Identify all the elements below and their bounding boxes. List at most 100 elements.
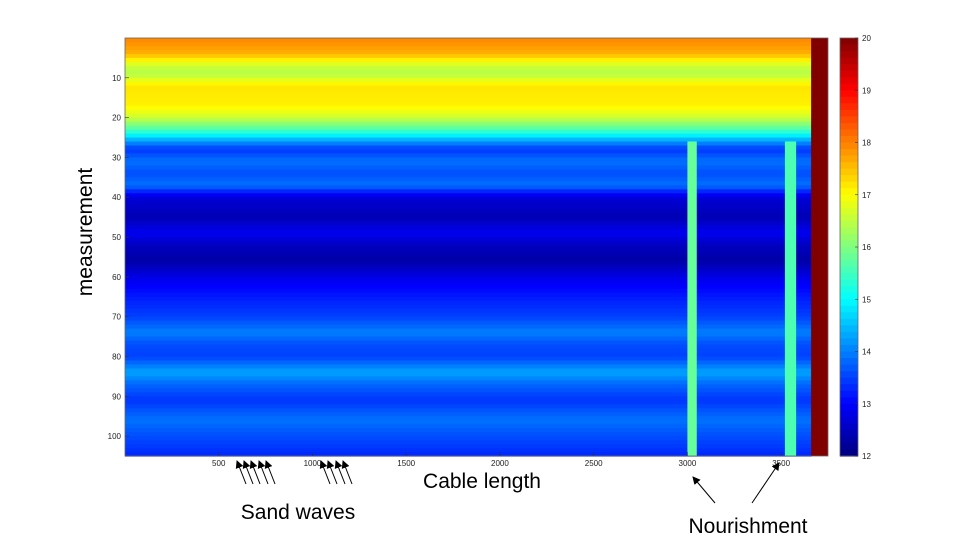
heatmap-row [125, 101, 812, 107]
heatmap-row [125, 57, 812, 63]
heatmap-row [125, 372, 812, 377]
heatmap-row [125, 448, 812, 453]
heatmap-row [125, 392, 812, 397]
colorbar-segment [840, 436, 858, 444]
x-tick-label: 1500 [397, 459, 415, 468]
colorbar-segment [840, 64, 858, 72]
y-tick-label: 100 [108, 432, 122, 441]
heatmap-row [125, 121, 812, 127]
colorbar-segment [840, 325, 858, 333]
colorbar-segment [840, 273, 858, 281]
heatmap-row [125, 73, 812, 79]
heatmap-row [125, 185, 812, 190]
colorbar-segment [840, 358, 858, 366]
heatmap-row [125, 161, 812, 166]
y-axis-label: measurement [74, 168, 97, 297]
colorbar-tick-label: 12 [862, 452, 871, 461]
x-axis-label: Cable length [423, 470, 541, 493]
colorbar-segment [840, 442, 858, 451]
colorbar-segment [840, 403, 858, 411]
sand-wave-arrow [242, 460, 254, 485]
colorbar-tick-label: 14 [862, 348, 871, 357]
heatmap-row [125, 97, 812, 103]
heatmap-row [125, 173, 812, 178]
colorbar-segment [840, 181, 858, 189]
heatmap-row [125, 356, 812, 362]
heatmap-row [125, 213, 812, 218]
heatmap-row [125, 336, 812, 342]
heatmap-row [125, 38, 812, 43]
colorbar-segment [840, 305, 858, 313]
heatmap-row [125, 292, 812, 298]
y-tick-label: 60 [112, 273, 121, 282]
heatmap-row [125, 153, 812, 159]
colorbar-segment [840, 390, 858, 398]
colorbar-segment [840, 266, 858, 274]
sand-wave-arrow [249, 460, 261, 485]
colorbar-tick-label: 18 [862, 139, 871, 148]
colorbar-ticks: 12 13 14 15 16 17 18 19 20 [855, 34, 871, 461]
colorbar-segment [840, 397, 858, 405]
heatmap-row [125, 181, 812, 186]
plot-frame [124, 37, 829, 457]
heatmap-row [125, 388, 812, 393]
y-axis-ticks: 10 20 30 40 50 60 70 80 90 100 [108, 74, 129, 441]
x-tick-label: 500 [212, 459, 226, 468]
heatmap-row [125, 408, 812, 413]
heatmap-row [125, 205, 812, 210]
colorbar-segment [840, 318, 858, 326]
x-tick-label: 1000 [304, 459, 322, 468]
sand-wave-arrow [334, 460, 346, 485]
heatmap-row [125, 201, 812, 206]
heatmap-row [125, 53, 812, 59]
heatmap-row [125, 272, 812, 278]
colorbar-segment [840, 253, 858, 261]
colorbar-segment [840, 233, 858, 242]
heatmap-row [125, 384, 812, 389]
heatmap-row [125, 300, 812, 306]
colorbar-tick-label: 20 [862, 34, 871, 43]
heatmap-row [125, 328, 812, 334]
sand-wave-arrow [319, 460, 331, 485]
heatmap-row [125, 344, 812, 350]
colorbar-segment [840, 149, 858, 157]
x-tick-label: 3500 [772, 459, 790, 468]
colorbar-segment [840, 286, 858, 294]
colorbar-segment [840, 38, 858, 46]
colorbar-tick-label: 15 [862, 295, 871, 304]
annotations: Sand waves Nourishment [235, 460, 808, 538]
heatmap-row [125, 81, 812, 87]
colorbar-segment [840, 214, 858, 222]
heatmap-row [125, 109, 812, 115]
colorbar-segment [840, 416, 858, 424]
high-value-column [811, 38, 828, 456]
heatmap-row [125, 316, 812, 322]
colorbar-segment [840, 449, 858, 457]
colorbar-segment [840, 57, 858, 65]
heatmap-row [125, 268, 812, 274]
colorbar-segment [840, 423, 858, 431]
colorbar-segment [840, 220, 858, 229]
colorbar-segment [840, 377, 858, 385]
heatmap-row [125, 340, 812, 346]
warm-column [687, 141, 697, 456]
colorbar-segment [840, 240, 858, 248]
heatmap-row [125, 245, 812, 250]
colorbar-segment [840, 129, 858, 137]
heatmap-row [125, 412, 812, 417]
heatmap-row [125, 93, 812, 99]
colorbar-segment [840, 51, 858, 59]
x-axis-ticks: 500 1000 1500 2000 2500 3000 3500 [212, 452, 791, 468]
warm-column [784, 141, 797, 456]
colorbar-segment [840, 331, 858, 340]
y-tick-label: 30 [112, 153, 121, 162]
colorbar-segment [840, 194, 858, 202]
heatmap-row [125, 452, 812, 457]
heatmap-row [125, 376, 812, 381]
colorbar-segment [840, 207, 858, 215]
heatmap-row [125, 89, 812, 95]
heatmap-row [125, 416, 812, 421]
sand-wave-arrow [264, 460, 276, 485]
heatmap-row [125, 237, 812, 242]
